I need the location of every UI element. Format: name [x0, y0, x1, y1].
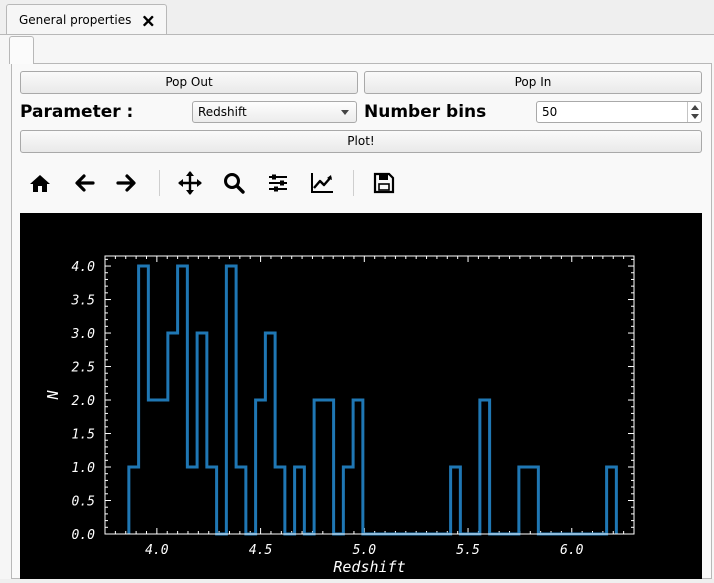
x-tick-label: 4.0	[145, 543, 169, 558]
inner-tab[interactable]	[9, 36, 34, 64]
spin-arrows[interactable]	[687, 102, 701, 122]
spin-down-icon[interactable]	[691, 114, 699, 119]
number-bins-spinbox[interactable]: 50	[536, 101, 702, 123]
parameter-selected-value: Redshift	[198, 105, 247, 119]
tab-title: General properties	[19, 13, 132, 27]
close-icon[interactable]: 🗙	[142, 11, 154, 29]
zoom-icon[interactable]	[220, 169, 248, 197]
edit-axis-icon[interactable]	[308, 169, 336, 197]
x-tick-label: 5.0	[353, 543, 377, 558]
tab-general-properties[interactable]: General properties 🗙	[6, 4, 167, 35]
y-axis-label: N	[44, 390, 62, 401]
number-bins-label: Number bins	[364, 102, 487, 122]
histogram-chart[interactable]: 4.0 4.5 5.0 5.5 6.0 0.0 0.5 1.0 1.5 2.0 2.5 3.0 3.5 4…	[20, 213, 702, 579]
x-tick-label: 5.5	[456, 543, 480, 558]
histogram-series	[127, 264, 618, 536]
plot-button[interactable]: Plot!	[20, 130, 702, 153]
y-tick-label: 3.0	[71, 327, 96, 342]
y-tick-label: 0.0	[72, 528, 96, 543]
y-tick-label: 1.5	[72, 428, 96, 443]
pop-out-button[interactable]: Pop Out	[20, 71, 358, 94]
configure-subplots-icon[interactable]	[264, 169, 292, 197]
y-tick-label: 3.5	[71, 294, 96, 309]
y-tick-label: 2.5	[72, 361, 96, 376]
toolbar-separator	[159, 170, 160, 196]
x-tick-label: 4.5	[249, 543, 273, 558]
save-icon[interactable]	[370, 169, 398, 197]
y-tick-label: 2.0	[72, 394, 96, 409]
spin-up-icon[interactable]	[691, 105, 699, 110]
back-arrow-icon[interactable]	[70, 169, 98, 197]
chevron-down-icon	[341, 110, 349, 115]
x-axis-label: Redshift	[333, 558, 405, 576]
tab-bar: General properties 🗙	[0, 0, 714, 35]
forward-arrow-icon[interactable]	[113, 169, 141, 197]
toolbar-separator	[353, 170, 354, 196]
pan-icon[interactable]	[176, 169, 204, 197]
number-bins-value: 50	[542, 105, 558, 119]
y-tick-label: 4.0	[72, 260, 96, 275]
home-icon[interactable]	[26, 169, 54, 197]
x-tick-label: 6.0	[560, 543, 584, 558]
plot-canvas[interactable]: 4.0 4.5 5.0 5.5 6.0 0.0 0.5 1.0 1.5 2.0 2.5 3.0 3.5 4…	[20, 213, 702, 579]
axes-frame	[104, 255, 635, 535]
y-tick-label: 0.5	[72, 495, 96, 510]
pop-in-button[interactable]: Pop In	[364, 71, 702, 94]
parameter-select[interactable]: Redshift	[192, 101, 357, 123]
parameter-label: Parameter :	[20, 102, 134, 122]
y-tick-label: 1.0	[72, 461, 96, 476]
